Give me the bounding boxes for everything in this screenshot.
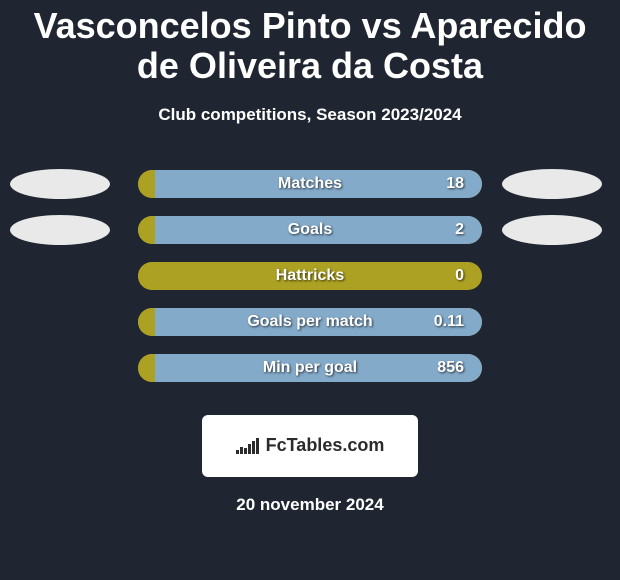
fctables-logo: FcTables.com <box>202 415 418 477</box>
stat-row: Min per goal856 <box>0 345 620 391</box>
stat-row: Goals2 <box>0 207 620 253</box>
stat-value-right: 856 <box>412 345 476 391</box>
stat-value-right: 0.11 <box>412 299 476 345</box>
snapshot-date: 20 november 2024 <box>0 495 620 515</box>
stat-value-left <box>144 207 208 253</box>
stat-value-left <box>144 299 208 345</box>
stat-row: Hattricks0 <box>0 253 620 299</box>
comparison-subtitle: Club competitions, Season 2023/2024 <box>0 105 620 125</box>
stat-value-left <box>144 253 208 299</box>
player-avatar-left <box>10 169 110 199</box>
comparison-title: Vasconcelos Pinto vs Aparecido de Olivei… <box>0 0 620 87</box>
player-avatar-right <box>502 169 602 199</box>
stat-value-right: 18 <box>412 161 476 207</box>
stat-row: Matches18 <box>0 161 620 207</box>
stat-value-right: 2 <box>412 207 476 253</box>
stat-value-right: 0 <box>412 253 476 299</box>
bar-chart-icon <box>236 438 260 454</box>
stat-row: Goals per match0.11 <box>0 299 620 345</box>
stat-value-left <box>144 345 208 391</box>
stat-value-left <box>144 161 208 207</box>
fctables-logo-text: FcTables.com <box>266 435 385 456</box>
player-avatar-left <box>10 215 110 245</box>
player-avatar-right <box>502 215 602 245</box>
stats-container: Matches18Goals2Hattricks0Goals per match… <box>0 161 620 391</box>
